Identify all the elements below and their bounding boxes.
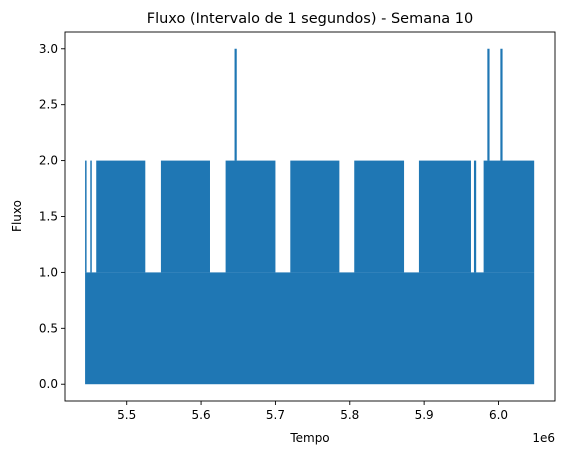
x-tick-label: 6.0 (489, 408, 508, 422)
x-tick-label: 5.8 (340, 408, 359, 422)
series-band-2 (160, 160, 210, 273)
y-tick-label: 2.0 (39, 154, 58, 168)
y-tick-label: 0.0 (39, 377, 58, 391)
y-tick-label: 2.5 (39, 98, 58, 112)
series-band-2 (96, 160, 146, 273)
series-band-2 (225, 160, 276, 273)
y-tick-label: 1.5 (39, 210, 58, 224)
x-tick-label: 5.7 (266, 408, 285, 422)
x-tick-label: 5.5 (117, 408, 136, 422)
series-band-2 (354, 160, 405, 273)
y-axis-label: Fluxo (10, 200, 24, 232)
series-baseline-block (85, 272, 535, 385)
chart-title: Fluxo (Intervalo de 1 segundos) - Semana… (147, 11, 473, 27)
x-axis-offset: 1e6 (532, 431, 555, 445)
x-axis: 5.5 5.6 5.7 5.8 5.9 6.0 (117, 401, 508, 422)
series-band-2 (418, 160, 471, 273)
series-band-2 (483, 160, 535, 273)
series-band-2 (473, 160, 477, 273)
y-tick-label: 3.0 (39, 42, 58, 56)
data-layer (85, 48, 535, 385)
x-axis-label: Tempo (289, 431, 329, 445)
series-band-2 (90, 160, 92, 273)
y-tick-label: 0.5 (39, 321, 58, 335)
x-tick-label: 5.9 (415, 408, 434, 422)
x-tick-label: 5.6 (192, 408, 211, 422)
y-tick-label: 1.0 (39, 265, 58, 279)
series-band-2 (290, 160, 340, 273)
series-band-2 (85, 160, 87, 273)
y-axis: 0.0 0.5 1.0 1.5 2.0 2.5 3.0 (39, 42, 65, 391)
